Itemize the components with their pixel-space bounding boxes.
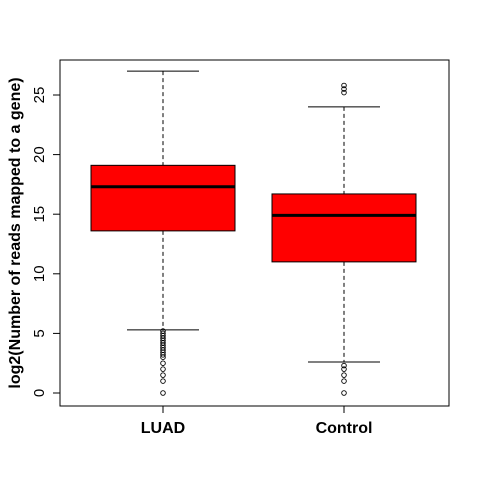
box-group: [90, 70, 417, 396]
y-tick-label: 25: [31, 87, 48, 104]
outlier-point: [160, 390, 166, 396]
outlier-point: [341, 366, 347, 372]
iqr-box: [90, 164, 236, 232]
y-tick-label: 10: [31, 265, 48, 282]
outlier-point: [160, 378, 166, 384]
outlier-point: [341, 86, 347, 92]
box-luad: [90, 70, 236, 396]
iqr-box: [271, 193, 417, 263]
y-tick-label: 0: [31, 389, 48, 397]
outlier-point: [341, 378, 347, 384]
y-axis: 0 5 10 15 20 25: [31, 87, 61, 397]
x-axis: LUAD Control: [141, 405, 373, 437]
outlier-point: [160, 372, 166, 378]
box-control: [271, 82, 417, 396]
outlier-point: [160, 360, 166, 366]
y-tick-label: 5: [31, 329, 48, 337]
outlier-point: [160, 366, 166, 372]
outlier-point: [341, 372, 347, 378]
outlier-point: [341, 390, 347, 396]
x-tick-label-control: Control: [316, 420, 373, 437]
outlier-point: [160, 330, 166, 337]
outlier-point: [341, 362, 347, 369]
y-axis-title: log2(Number of reads mapped to a gene): [7, 77, 24, 388]
outlier-point: [341, 89, 347, 96]
y-tick-label: 20: [31, 146, 48, 163]
x-tick-label-luad: LUAD: [141, 420, 185, 437]
outlier-point: [160, 328, 166, 334]
y-tick-label: 15: [31, 206, 48, 223]
outlier-point: [341, 82, 347, 89]
